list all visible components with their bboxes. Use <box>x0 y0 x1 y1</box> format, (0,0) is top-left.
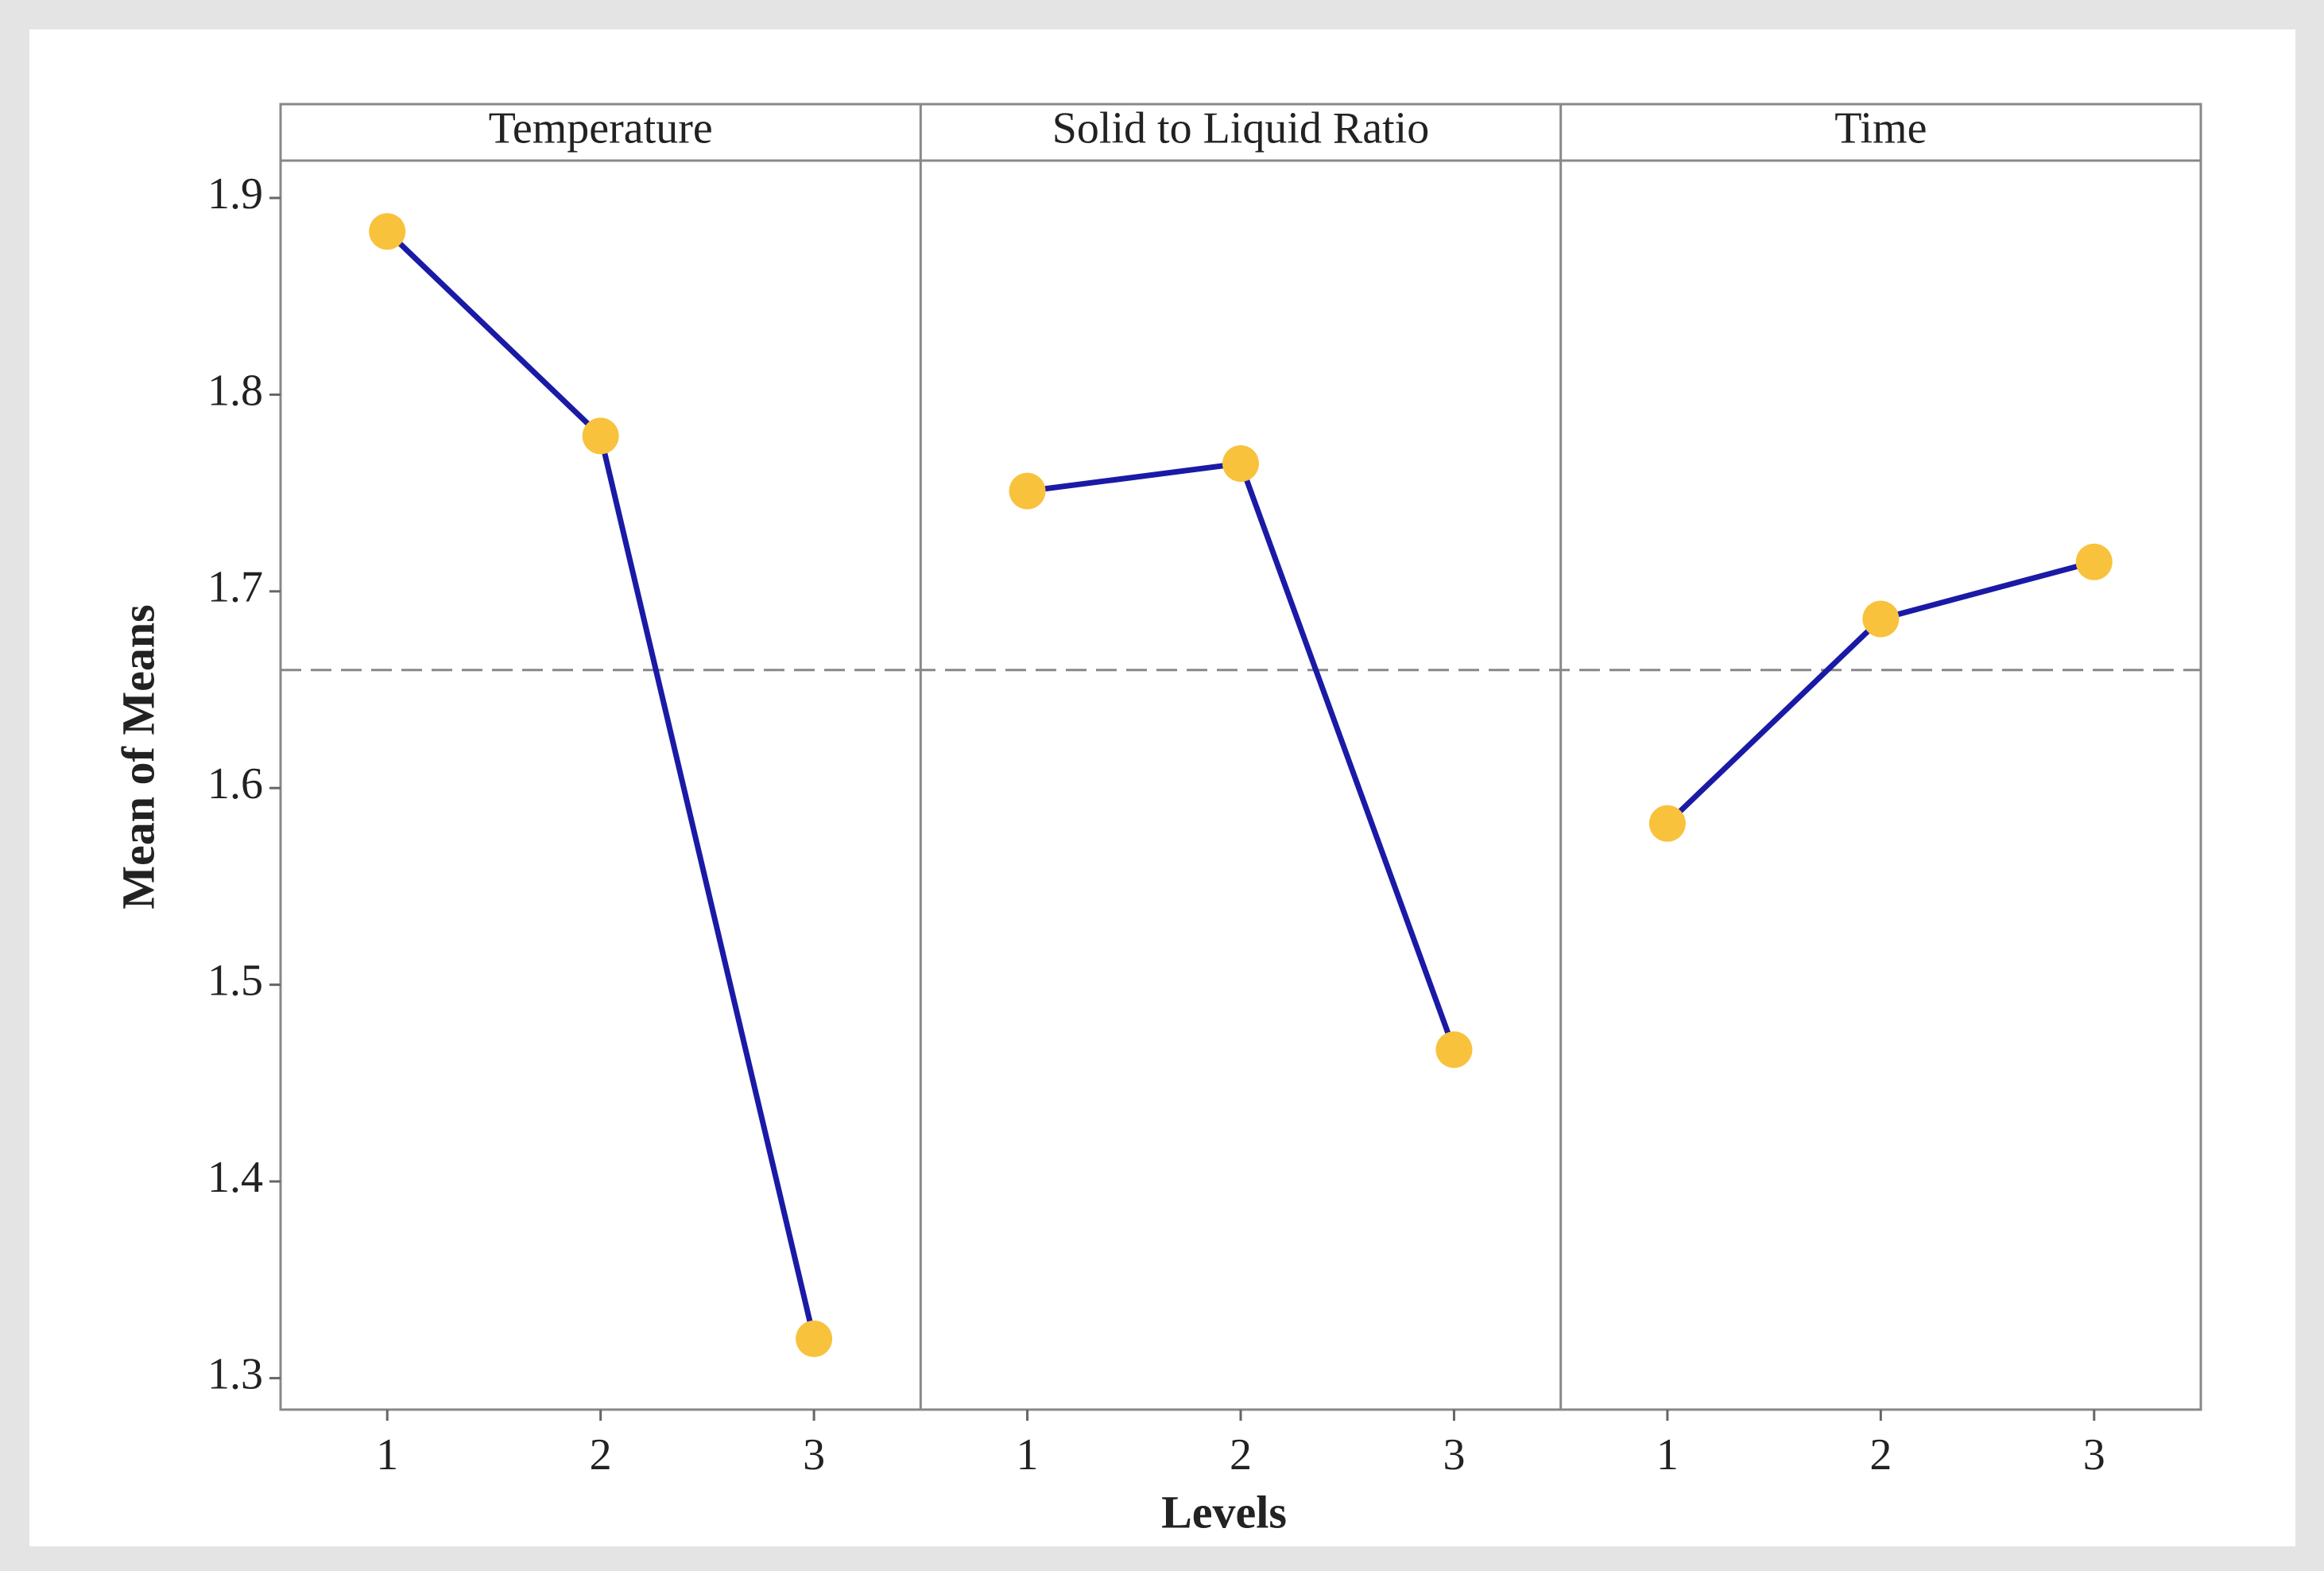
figure-area <box>29 29 2295 1546</box>
x-tick-label: 2 <box>590 1430 612 1480</box>
x-tick-label: 3 <box>1443 1430 1465 1480</box>
panel-title: Solid to Liquid Ratio <box>1052 103 1429 153</box>
y-tick-label: 1.4 <box>207 1153 263 1202</box>
y-tick-label: 1.9 <box>207 169 263 219</box>
y-tick-label: 1.6 <box>207 759 263 809</box>
x-tick-label: 2 <box>1230 1430 1252 1480</box>
x-tick-label: 3 <box>803 1430 825 1480</box>
panel-title: Temperature <box>489 103 713 153</box>
marker <box>2075 543 2113 580</box>
y-tick-label: 1.8 <box>207 366 263 415</box>
y-tick-label: 1.7 <box>207 563 263 612</box>
y-tick-label: 1.5 <box>207 956 263 1005</box>
x-tick-label: 3 <box>2083 1430 2105 1480</box>
x-tick-label: 2 <box>1869 1430 1892 1480</box>
x-tick-label: 1 <box>376 1430 398 1480</box>
y-tick-label: 1.3 <box>207 1349 263 1398</box>
marker <box>1435 1031 1473 1069</box>
panel-title: Time <box>1834 103 1927 153</box>
marker <box>1862 600 1900 638</box>
x-tick-label: 1 <box>1656 1430 1679 1480</box>
marker <box>369 213 406 250</box>
marker <box>1222 444 1259 482</box>
x-tick-label: 1 <box>1017 1430 1039 1480</box>
x-axis-label: Levels <box>1161 1486 1287 1538</box>
marker <box>1009 472 1046 510</box>
y-axis-label: Mean of Means <box>112 604 164 909</box>
marker <box>582 417 619 455</box>
marker <box>1648 805 1686 842</box>
marker <box>796 1320 833 1357</box>
